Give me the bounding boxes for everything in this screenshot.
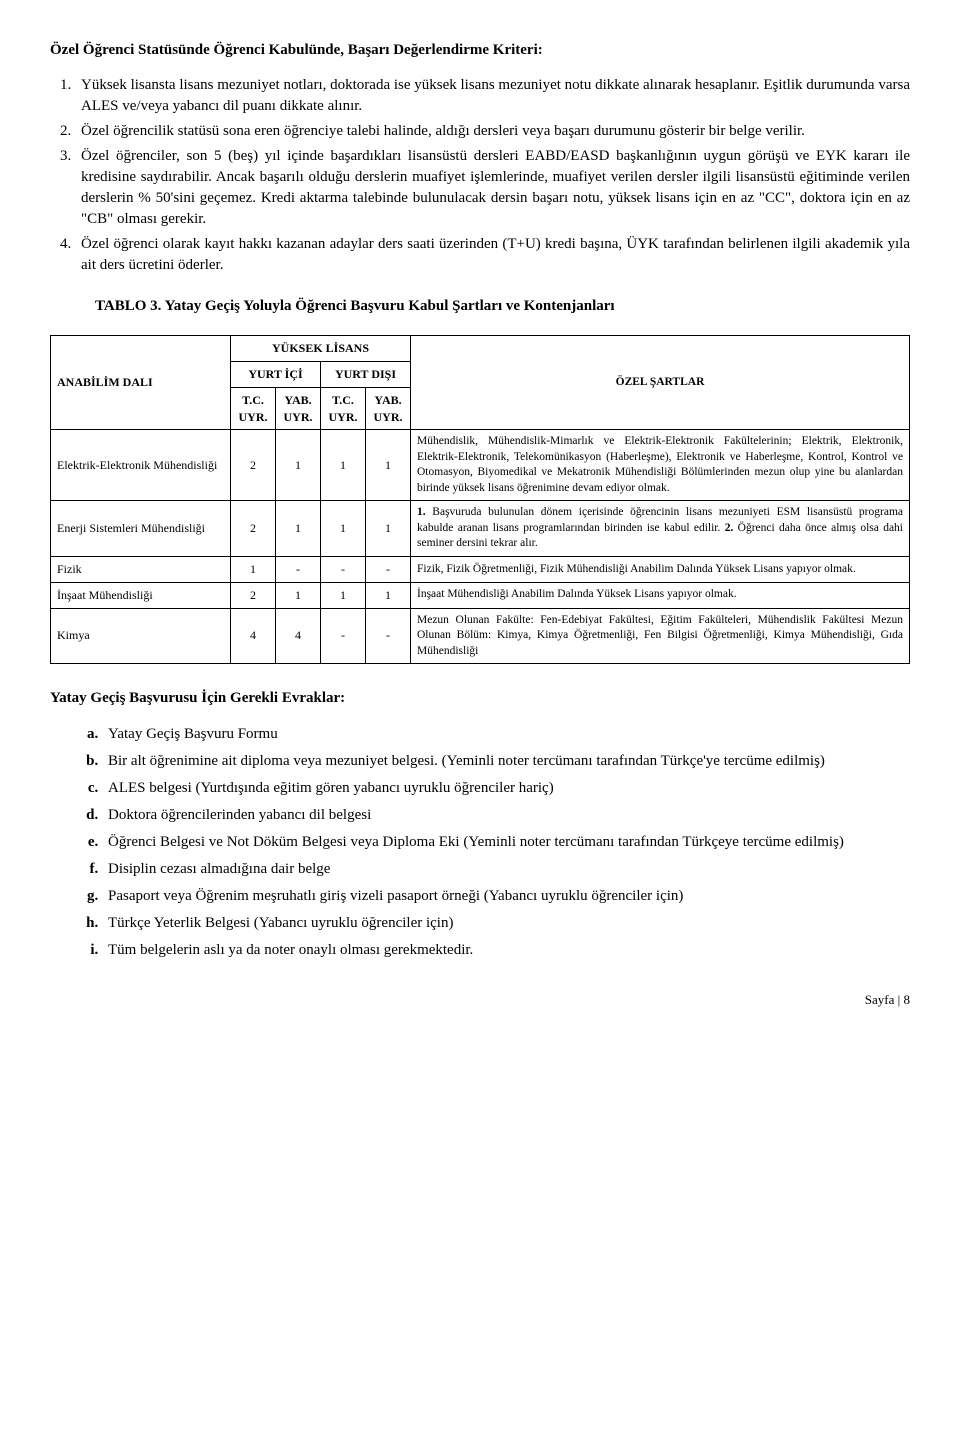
th-tc-uyr: T.C. UYR. [231,387,276,430]
criteria-item: Özel öğrenciler, son 5 (beş) yıl içinde … [75,146,910,230]
document-item: Türkçe Yeterlik Belgesi (Yabancı uyruklu… [102,913,910,934]
document-item: Öğrenci Belgesi ve Not Döküm Belgesi vey… [102,832,910,853]
documents-list: Yatay Geçiş Başvuru Formu Bir alt öğrenim… [50,724,910,961]
cell-quota: - [276,557,321,583]
cell-quota: - [321,557,366,583]
cell-quota: - [321,608,366,664]
cell-quota: 1 [366,430,411,501]
cell-quota: 2 [231,582,276,608]
cell-department: Enerji Sistemleri Mühendisliği [51,501,231,557]
cell-quota: 1 [276,582,321,608]
table-row: Enerji Sistemleri Mühendisliği21111. Baş… [51,501,910,557]
cell-quota: - [366,557,411,583]
criteria-item: Özel öğrenci olarak kayıt hakkı kazanan … [75,234,910,276]
cell-quota: 1 [366,501,411,557]
cell-quota: 1 [321,582,366,608]
cell-conditions: İnşaat Mühendisliği Anabilim Dalında Yük… [411,582,910,608]
quota-table: ANABİLİM DALI YÜKSEK LİSANS ÖZEL ŞARTLAR… [50,335,910,664]
cell-quota: 1 [366,582,411,608]
cell-department: Kimya [51,608,231,664]
cell-conditions: Fizik, Fizik Öğretmenliği, Fizik Mühendi… [411,557,910,583]
criteria-item: Yüksek lisansta lisans mezuniyet notları… [75,75,910,117]
th-yurt-ici: YURT İÇİ [231,362,321,388]
table-row: Kimya44--Mezun Olunan Fakülte: Fen-Edebi… [51,608,910,664]
document-item: Pasaport veya Öğrenim meşruhatlı giriş v… [102,886,910,907]
cell-department: Elektrik-Elektronik Mühendisliği [51,430,231,501]
th-yab-uyr: YAB. UYR. [366,387,411,430]
cell-conditions: Mezun Olunan Fakülte: Fen-Edebiyat Fakül… [411,608,910,664]
table-row: Fizik1---Fizik, Fizik Öğretmenliği, Fizi… [51,557,910,583]
document-item: Yatay Geçiş Başvuru Formu [102,724,910,745]
criteria-item: Özel öğrencilik statüsü sona eren öğrenc… [75,121,910,142]
cell-quota: 2 [231,501,276,557]
cell-department: Fizik [51,557,231,583]
criteria-list: Yüksek lisansta lisans mezuniyet notları… [50,75,910,276]
cell-conditions: 1. Başvuruda bulunulan dönem içerisinde … [411,501,910,557]
documents-heading: Yatay Geçiş Başvurusu İçin Gerekli Evrak… [50,688,910,709]
th-department: ANABİLİM DALI [51,336,231,430]
document-item: Bir alt öğrenimine ait diploma veya mezu… [102,751,910,772]
page-heading: Özel Öğrenci Statüsünde Öğrenci Kabulünd… [50,40,910,61]
cell-quota: 1 [276,430,321,501]
cell-quota: 4 [231,608,276,664]
cell-conditions: Mühendislik, Mühendislik-Mimarlık ve Ele… [411,430,910,501]
cell-quota: 4 [276,608,321,664]
table-row: Elektrik-Elektronik Mühendisliği2111Mühe… [51,430,910,501]
cell-quota: 2 [231,430,276,501]
cell-quota: 1 [231,557,276,583]
cell-quota: 1 [276,501,321,557]
document-item: Doktora öğrencilerinden yabancı dil belg… [102,805,910,826]
cell-quota: 1 [321,430,366,501]
th-yuksek-lisans: YÜKSEK LİSANS [231,336,411,362]
th-yab-uyr: YAB. UYR. [276,387,321,430]
document-item: ALES belgesi (Yurtdışında eğitim gören y… [102,778,910,799]
quota-table-body: Elektrik-Elektronik Mühendisliği2111Mühe… [51,430,910,664]
page-footer: Sayfa | 8 [50,991,910,1009]
th-tc-uyr: T.C. UYR. [321,387,366,430]
th-conditions: ÖZEL ŞARTLAR [411,336,910,430]
cell-quota: 1 [321,501,366,557]
cell-quota: - [366,608,411,664]
table-caption: TABLO 3. Yatay Geçiş Yoluyla Öğrenci Baş… [95,296,910,317]
document-item: Tüm belgelerin aslı ya da noter onaylı o… [102,940,910,961]
th-yurt-disi: YURT DIŞI [321,362,411,388]
table-row: İnşaat Mühendisliği2111İnşaat Mühendisli… [51,582,910,608]
document-item: Disiplin cezası almadığına dair belge [102,859,910,880]
cell-department: İnşaat Mühendisliği [51,582,231,608]
